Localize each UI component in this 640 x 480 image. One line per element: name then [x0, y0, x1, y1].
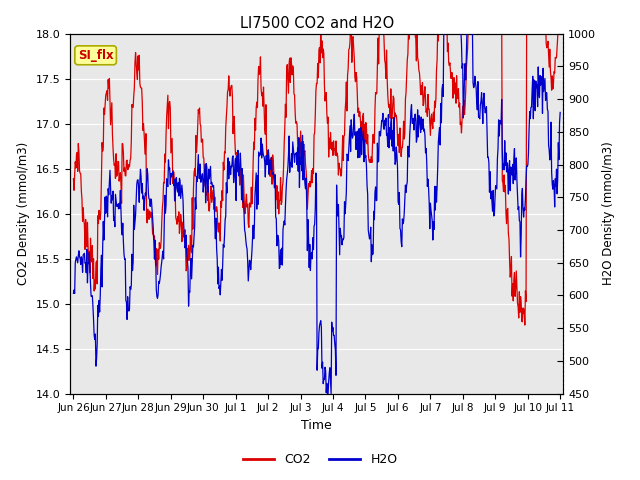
Text: SI_flx: SI_flx	[78, 49, 113, 62]
Legend: CO2, H2O: CO2, H2O	[237, 448, 403, 471]
Title: LI7500 CO2 and H2O: LI7500 CO2 and H2O	[239, 16, 394, 31]
Y-axis label: H2O Density (mmol/m3): H2O Density (mmol/m3)	[602, 142, 614, 286]
Y-axis label: CO2 Density (mmol/m3): CO2 Density (mmol/m3)	[17, 142, 30, 285]
X-axis label: Time: Time	[301, 419, 332, 432]
